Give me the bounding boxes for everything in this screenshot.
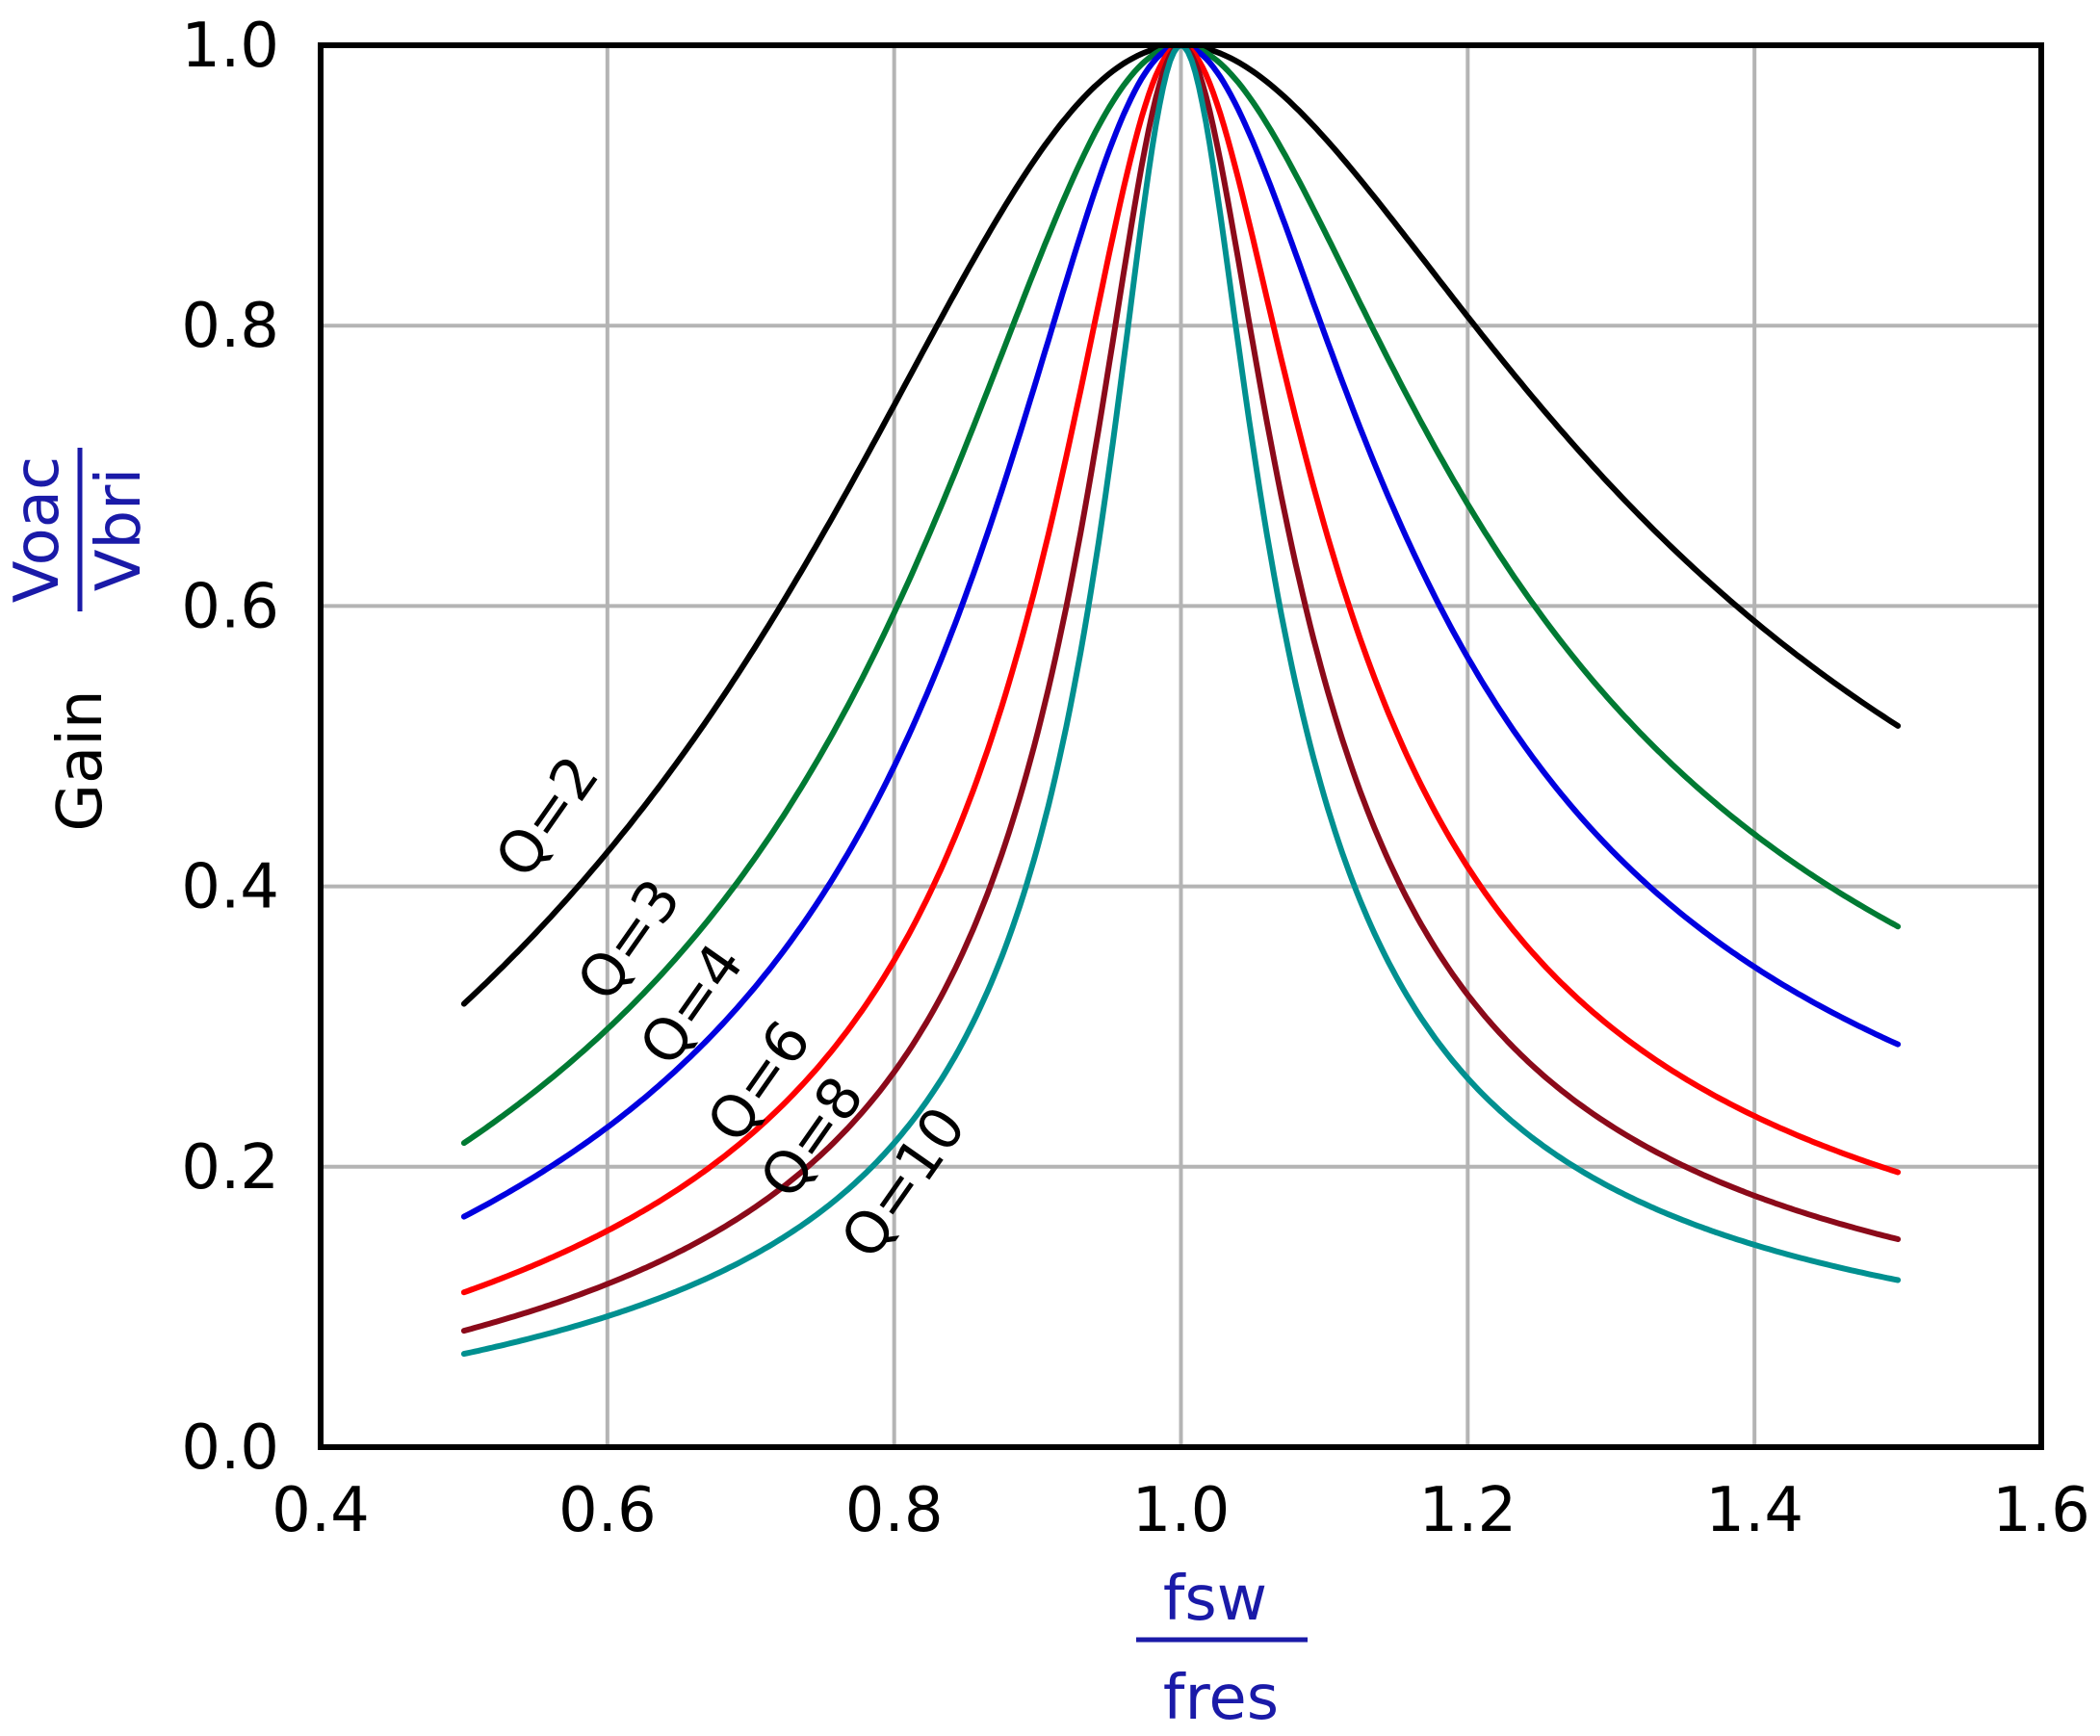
x-tick-label: 1.6 bbox=[1992, 1475, 2090, 1546]
x-tick-label: 0.4 bbox=[272, 1475, 370, 1546]
x-tick-labels: 0.4 0.6 0.8 1.0 1.2 1.4 1.6 bbox=[272, 1475, 2090, 1546]
x-axis-label-numerator: fsw bbox=[1163, 1564, 1267, 1635]
y-tick-label: 0.2 bbox=[181, 1132, 279, 1204]
x-axis-label-denominator: fres bbox=[1163, 1663, 1279, 1734]
series-labels: Q=2Q=3Q=4Q=6Q=8Q=10 bbox=[482, 744, 979, 1271]
y-axis-label-denominator: Vbri bbox=[84, 468, 155, 592]
y-tick-label: 1.0 bbox=[181, 11, 279, 82]
y-axis-label-gain: Gain bbox=[45, 689, 117, 831]
plot-frame bbox=[318, 42, 2044, 1450]
x-tick-label: 1.2 bbox=[1418, 1475, 1517, 1546]
y-axis-label: Gain Voac Vbri bbox=[2, 448, 155, 832]
x-tick-label: 0.8 bbox=[845, 1475, 944, 1546]
y-tick-label: 0.4 bbox=[181, 852, 279, 923]
y-tick-label: 0.6 bbox=[181, 571, 279, 642]
y-axis-label-numerator: Voac bbox=[2, 456, 73, 603]
y-tick-label: 0.8 bbox=[181, 291, 279, 362]
x-tick-label: 1.4 bbox=[1705, 1475, 1803, 1546]
x-tick-label: 1.0 bbox=[1132, 1475, 1231, 1546]
x-tick-label: 0.6 bbox=[558, 1475, 657, 1546]
grid bbox=[321, 45, 2041, 1447]
y-tick-label: 0.0 bbox=[181, 1412, 279, 1484]
y-tick-labels: 0.0 0.2 0.4 0.6 0.8 1.0 bbox=[181, 11, 279, 1484]
